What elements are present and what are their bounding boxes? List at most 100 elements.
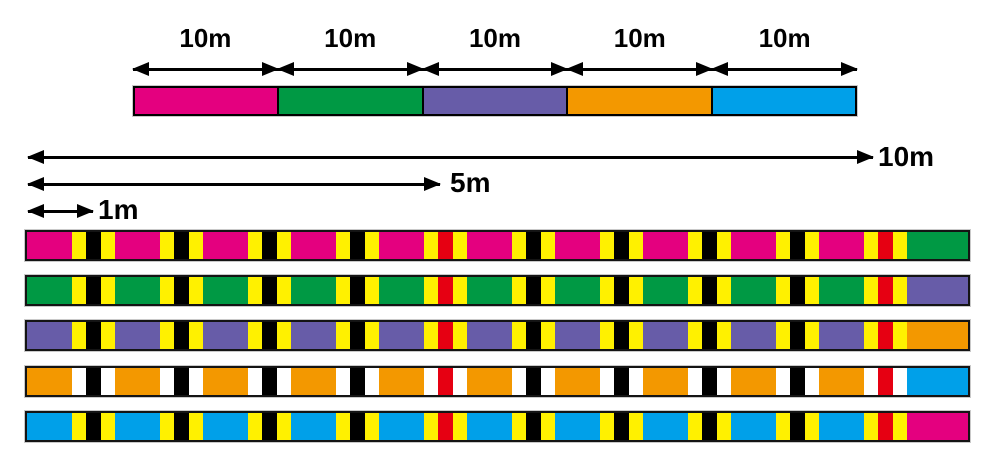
tick-flank [600,277,614,305]
tick-flank [424,412,438,440]
black-meter-mark [350,412,365,440]
tick-flank [248,277,262,305]
tick-flank [365,232,379,259]
segment-length-label: 10m [468,23,522,53]
red-meter-mark [438,412,453,440]
tick-flank [189,412,203,440]
line-segment [291,367,336,395]
segment-arrow-orange [566,62,714,76]
tick-flank [160,277,174,305]
black-meter-mark [614,322,629,350]
tick-flank [248,322,262,350]
tick-flank [776,322,790,350]
black-meter-mark [790,412,805,440]
tick-flank [893,232,907,259]
line-segment [379,232,424,259]
line-segment [203,322,248,350]
next-section-start [907,367,968,395]
tick-flank [189,367,203,395]
line-segment [467,412,512,440]
black-meter-mark [702,232,717,259]
line-segment [555,412,600,440]
tick-flank [600,412,614,440]
black-meter-mark [526,232,541,259]
line-segment [643,412,688,440]
next-section-start [907,232,968,259]
tick-flank [512,412,526,440]
scale-segment-orange [568,88,713,114]
red-meter-mark [438,367,453,395]
tick-flank [717,277,731,305]
black-meter-mark [262,367,277,395]
black-meter-mark [614,367,629,395]
black-meter-mark [174,232,189,259]
arrowhead-left-icon [566,62,584,76]
tick-flank [541,277,555,305]
line-segment [27,412,72,440]
line-segment [379,367,424,395]
tick-flank [424,277,438,305]
tick-flank [805,367,819,395]
line-segment [819,412,864,440]
next-section-start [907,322,968,350]
tick-flank [629,232,643,259]
segment-arrow-pink [132,62,279,76]
tick-flank [277,367,291,395]
tick-flank [541,367,555,395]
tick-flank [277,232,291,259]
tick-flank [453,277,467,305]
black-meter-mark [614,277,629,305]
tick-flank [864,322,878,350]
tick-flank [629,322,643,350]
line-segment [643,232,688,259]
tick-flank [512,367,526,395]
tick-flank [629,277,643,305]
black-meter-mark [702,322,717,350]
tick-flank [248,412,262,440]
line-segment [27,277,72,305]
tick-flank [688,367,702,395]
line-segment [203,412,248,440]
tick-flank [864,412,878,440]
line-segment [731,277,776,305]
red-meter-mark [438,277,453,305]
tick-flank [805,232,819,259]
line-segment [27,367,72,395]
tick-flank [189,232,203,259]
ruler-label-10m: 10m [878,141,935,172]
tick-flank [776,277,790,305]
tick-flank [160,367,174,395]
red-meter-mark [878,367,893,395]
line-segment [819,277,864,305]
black-meter-mark [702,412,717,440]
black-meter-mark [174,277,189,305]
line-segment [27,322,72,350]
tick-flank [365,277,379,305]
tick-flank [893,367,907,395]
ruler-label-1m: 1m [98,194,139,225]
scale-segment-blue [712,88,856,114]
line-segment [467,367,512,395]
tick-flank [453,232,467,259]
arrowhead-right-icon [551,62,569,76]
red-meter-mark [878,232,893,259]
line-segment [555,232,600,259]
black-meter-mark [86,277,101,305]
black-meter-mark [350,322,365,350]
black-meter-mark [262,277,277,305]
black-meter-mark [702,277,717,305]
tick-flank [336,232,350,259]
tick-flank [248,232,262,259]
black-meter-mark [86,322,101,350]
tick-flank [336,412,350,440]
red-meter-mark [878,277,893,305]
line-segment [555,367,600,395]
line-segment [379,412,424,440]
tick-flank [600,322,614,350]
tick-flank [424,367,438,395]
line-segment [203,232,248,259]
tick-flank [189,277,203,305]
line-segment [467,322,512,350]
tick-flank [688,322,702,350]
